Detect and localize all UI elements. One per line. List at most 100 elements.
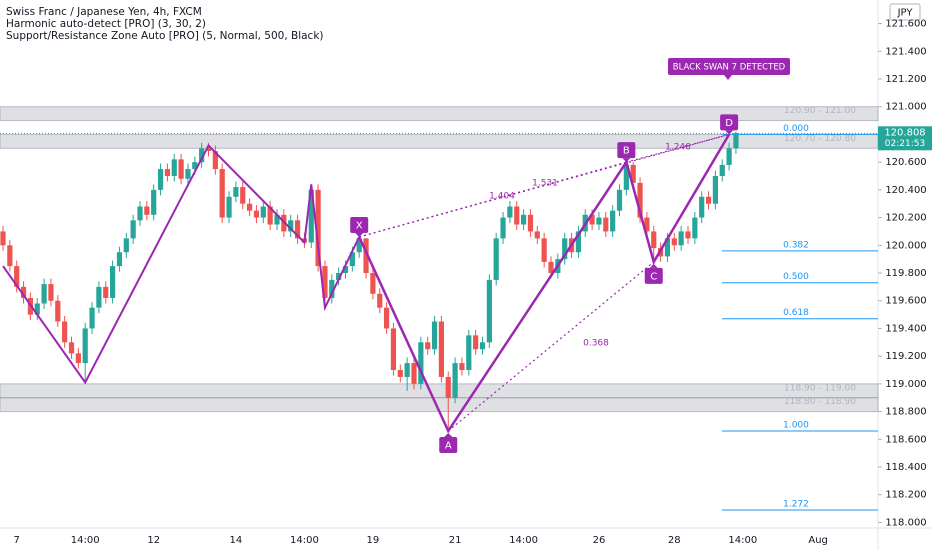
ratio-line <box>359 133 730 238</box>
ratio-line <box>447 261 655 432</box>
candle-body <box>411 363 417 384</box>
pattern-point <box>350 216 369 233</box>
y-tick-label: 120.600 <box>885 157 926 168</box>
candle-body <box>623 164 629 190</box>
x-tick-label: 7 <box>14 535 20 546</box>
zigzag-line <box>2 143 361 385</box>
pattern-point <box>720 114 739 131</box>
indicator-label: Support/Resistance Zone Auto [PRO] (5, N… <box>6 30 324 42</box>
sr-zone-label: 118.90 - 119.00 <box>784 383 856 393</box>
candle-body <box>699 196 705 218</box>
x-tick-label: 12 <box>147 535 160 546</box>
candle-body <box>82 328 88 364</box>
x-tick-label: 14:00 <box>71 535 100 546</box>
candle-body <box>288 220 294 232</box>
currency-box[interactable] <box>889 3 921 21</box>
candle-body <box>712 176 718 204</box>
ratio-label: 1.246 <box>665 143 691 153</box>
candle-body <box>0 231 6 246</box>
candle-body <box>294 220 301 239</box>
candle-body <box>75 353 81 364</box>
y-tick-label: 118.600 <box>885 434 926 445</box>
sr-zone-label: 120.70 - 120.80 <box>784 134 856 144</box>
y-tick-label: 118.200 <box>885 490 926 501</box>
candle-body <box>493 238 499 280</box>
x-tick-label: Aug <box>808 535 828 546</box>
chart-title: Swiss Franc / Japanese Yen, 4h, FXCM <box>6 6 202 18</box>
x-tick-label: 21 <box>449 535 462 546</box>
candle-body <box>445 376 451 398</box>
pattern-point-label: D <box>725 118 733 129</box>
y-tick-label: 121.200 <box>885 74 926 85</box>
candle-body <box>418 342 424 384</box>
pattern-pointer <box>649 263 658 268</box>
candle-body <box>205 148 212 152</box>
candle-body <box>212 151 218 170</box>
ratio-label: 0.368 <box>583 339 609 349</box>
fib-label: 1.272 <box>783 499 809 509</box>
y-tick-label: 121.000 <box>885 102 926 113</box>
candle-body <box>719 164 725 176</box>
candle-body <box>431 321 438 350</box>
candle-body <box>342 266 349 274</box>
candle-body <box>404 363 410 377</box>
candle-body <box>685 231 691 239</box>
sr-zone-label: 120.90 - 121.00 <box>784 106 856 116</box>
last-price-box <box>878 126 932 151</box>
sr-zone <box>0 383 879 399</box>
pattern-pointer <box>622 158 631 163</box>
y-tick-label: 120.200 <box>885 213 926 224</box>
candle-body <box>589 214 595 225</box>
pattern-point <box>644 267 663 284</box>
pattern-point-label: C <box>650 271 657 282</box>
candle-body <box>185 169 191 179</box>
candle-body <box>7 245 13 267</box>
alert-text: BLACK SWAN 7 DETECTED <box>673 63 786 73</box>
candle-body <box>68 342 75 354</box>
pattern-point <box>617 142 636 159</box>
pattern-point <box>439 436 458 453</box>
fib-label: 0.000 <box>783 124 809 134</box>
candle-body <box>664 238 671 257</box>
y-tick-label: 121.600 <box>885 19 926 30</box>
candle-body <box>55 300 61 322</box>
x-tick-label: 14:00 <box>728 535 757 546</box>
pattern-pointer <box>444 432 453 437</box>
x-tick-label: 28 <box>668 535 681 546</box>
candle-body <box>514 206 520 225</box>
y-tick-label: 118.400 <box>885 462 926 473</box>
candle-body <box>247 203 253 211</box>
candle-body <box>521 214 527 225</box>
candle-body <box>637 182 643 218</box>
candle-body <box>438 321 444 377</box>
fib-label: 0.618 <box>783 308 809 318</box>
candle-body <box>562 238 568 260</box>
alert-banner <box>668 58 790 75</box>
candle-body <box>62 321 68 343</box>
candle-body <box>103 286 109 298</box>
candle-body <box>226 196 232 218</box>
candle-body <box>178 159 184 179</box>
pattern-point-label: X <box>356 220 363 231</box>
candle-body <box>233 187 239 197</box>
x-tick-label: 19 <box>367 535 380 546</box>
candle-body <box>527 214 534 232</box>
candle-body <box>473 335 479 350</box>
currency: JPY <box>897 8 914 19</box>
candle-body <box>164 169 170 176</box>
candle-body <box>336 273 342 280</box>
candle-body <box>500 217 506 239</box>
candle-body <box>603 217 609 232</box>
candle-body <box>240 187 246 204</box>
candle-body <box>630 164 636 183</box>
y-tick-label: 119.800 <box>885 268 926 279</box>
pattern-point-label: B <box>623 146 630 157</box>
y-tick-label: 120.400 <box>885 185 926 196</box>
ratio-label: 1.404 <box>489 192 515 202</box>
candle-body <box>315 189 321 267</box>
candle-body <box>377 293 383 308</box>
candle-body <box>274 214 280 225</box>
candle-body <box>41 284 47 304</box>
y-tick-label: 119.600 <box>885 296 926 307</box>
candle-body <box>671 238 677 246</box>
